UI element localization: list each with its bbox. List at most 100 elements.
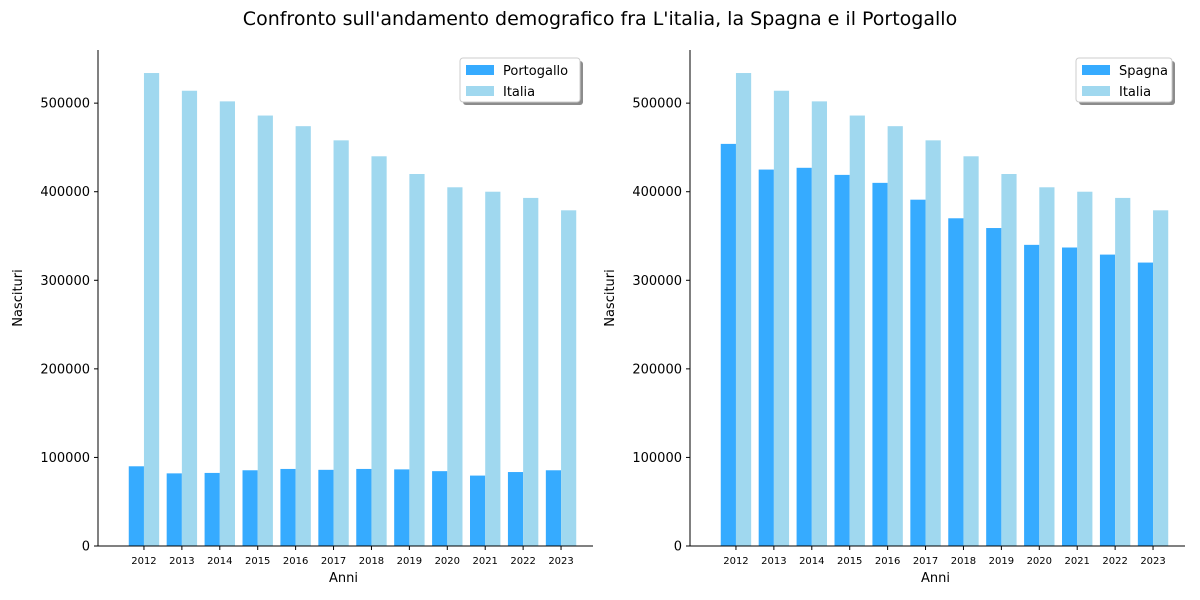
chart-panel-2: 2012 2013 2014 2015 2016 2017 2018 2019 2020 2021… bbox=[603, 50, 1185, 586]
x-tick-label: 2018 bbox=[359, 556, 384, 567]
x-tick-label: 2013 bbox=[761, 556, 786, 567]
bar-italia-2013 bbox=[181, 90, 198, 546]
legend-label-italia: Italia bbox=[503, 85, 535, 100]
bar-italia-2020 bbox=[447, 187, 463, 547]
bar-spagna-2014 bbox=[796, 167, 812, 547]
bar-italia-2018 bbox=[371, 156, 387, 547]
bar-spagna-2022 bbox=[1099, 254, 1116, 546]
bar-spagna-2017 bbox=[910, 199, 926, 546]
bar-italia-2018 bbox=[963, 156, 979, 547]
figure-title: Confronto sull'andamento demografico fra… bbox=[242, 8, 958, 30]
legend-swatch-italia bbox=[466, 86, 494, 96]
legend-swatch-portogallo bbox=[466, 65, 494, 75]
y-tick-label: 100000 bbox=[632, 451, 682, 466]
bar-portogallo-2014 bbox=[204, 472, 220, 546]
legend-label-portogallo: Portogallo bbox=[503, 64, 568, 79]
bar-italia-2015 bbox=[849, 115, 865, 547]
x-tick-label: 2023 bbox=[1140, 556, 1165, 567]
bar-spagna-2015 bbox=[834, 174, 850, 546]
bar-spagna-2023 bbox=[1137, 262, 1154, 546]
bar-italia-2016 bbox=[295, 126, 311, 547]
x-tick-label: 2023 bbox=[548, 556, 573, 567]
legend-label-italia: Italia bbox=[1119, 85, 1151, 100]
x-axis-label: Anni bbox=[921, 571, 950, 586]
bar-spagna-2012 bbox=[720, 143, 736, 546]
y-tick-label: 0 bbox=[82, 540, 90, 555]
legend-swatch-spagna bbox=[1082, 65, 1110, 75]
legend-label-spagna: Spagna bbox=[1119, 64, 1168, 79]
x-axis-label: Anni bbox=[329, 571, 358, 586]
bar-spagna-2013 bbox=[758, 169, 774, 547]
bar-portogallo-2023 bbox=[545, 470, 562, 546]
x-tick-label: 2012 bbox=[131, 556, 156, 567]
bar-italia-2022 bbox=[1115, 197, 1131, 546]
bar-spagna-2020 bbox=[1024, 244, 1040, 546]
bar-italia-2020 bbox=[1039, 187, 1055, 547]
x-tick-label: 2015 bbox=[837, 556, 862, 567]
bar-portogallo-2015 bbox=[242, 470, 258, 546]
bar-italia-2017 bbox=[925, 140, 941, 547]
legend: Portogallo Italia bbox=[459, 57, 583, 105]
bar-italia-2021 bbox=[1077, 191, 1093, 546]
legend-swatch-italia bbox=[1082, 86, 1110, 96]
bar-italia-2021 bbox=[485, 191, 501, 546]
y-tick-label: 100000 bbox=[40, 451, 90, 466]
bar-italia-2012 bbox=[143, 73, 160, 547]
bar-portogallo-2021 bbox=[470, 475, 486, 546]
x-tick-label: 2019 bbox=[397, 556, 422, 567]
x-tick-label: 2014 bbox=[799, 556, 824, 567]
bar-italia-2023 bbox=[1153, 210, 1169, 547]
x-tick-label: 2021 bbox=[472, 556, 497, 567]
bar-italia-2015 bbox=[257, 115, 273, 547]
y-tick-label: 400000 bbox=[632, 185, 682, 200]
y-tick-label: 200000 bbox=[40, 362, 90, 377]
x-tick-label: 2018 bbox=[951, 556, 976, 567]
x-tick-label: 2016 bbox=[283, 556, 308, 567]
bar-portogallo-2018 bbox=[356, 468, 372, 546]
bar-portogallo-2016 bbox=[280, 468, 296, 546]
legend: Spagna Italia bbox=[1075, 57, 1175, 105]
x-tick-label: 2019 bbox=[989, 556, 1014, 567]
bar-portogallo-2022 bbox=[507, 472, 524, 546]
bar-spagna-2019 bbox=[986, 228, 1002, 546]
bar-italia-2014 bbox=[811, 101, 827, 546]
x-tick-label: 2015 bbox=[245, 556, 270, 567]
bar-spagna-2018 bbox=[948, 218, 964, 547]
bar-portogallo-2013 bbox=[166, 473, 182, 546]
bar-portogallo-2019 bbox=[394, 469, 410, 546]
bar-italia-2017 bbox=[333, 140, 349, 547]
x-tick-label: 2016 bbox=[875, 556, 900, 567]
y-tick-label: 500000 bbox=[632, 97, 682, 112]
x-tick-label: 2017 bbox=[321, 556, 346, 567]
bar-italia-2019 bbox=[1001, 174, 1017, 546]
y-axis-label: Nascituri bbox=[603, 269, 618, 327]
chart-panel-1: 2012 2013 2014 2015 2016 2017 2018 2019 2020 2021… bbox=[11, 50, 593, 586]
x-tick-label: 2021 bbox=[1064, 556, 1089, 567]
bar-portogallo-2017 bbox=[318, 469, 334, 546]
x-tick-label: 2014 bbox=[207, 556, 232, 567]
x-tick-label: 2020 bbox=[435, 556, 460, 567]
bar-italia-2019 bbox=[409, 174, 425, 546]
bar-italia-2022 bbox=[523, 197, 539, 546]
bar-italia-2023 bbox=[561, 210, 577, 547]
bar-italia-2013 bbox=[773, 90, 790, 546]
x-tick-label: 2012 bbox=[723, 556, 748, 567]
y-tick-label: 200000 bbox=[632, 362, 682, 377]
bar-portogallo-2012 bbox=[128, 466, 144, 546]
bar-italia-2016 bbox=[887, 126, 903, 547]
bar-italia-2012 bbox=[735, 73, 752, 547]
bar-spagna-2021 bbox=[1062, 247, 1078, 546]
x-tick-label: 2017 bbox=[913, 556, 938, 567]
x-tick-label: 2022 bbox=[1102, 556, 1127, 567]
y-tick-label: 500000 bbox=[40, 97, 90, 112]
bar-spagna-2016 bbox=[872, 182, 888, 546]
y-tick-label: 300000 bbox=[632, 274, 682, 289]
bar-portogallo-2020 bbox=[432, 471, 448, 546]
y-tick-label: 300000 bbox=[40, 274, 90, 289]
y-tick-label: 400000 bbox=[40, 185, 90, 200]
x-tick-label: 2022 bbox=[510, 556, 535, 567]
y-tick-label: 0 bbox=[674, 540, 682, 555]
x-tick-label: 2020 bbox=[1027, 556, 1052, 567]
